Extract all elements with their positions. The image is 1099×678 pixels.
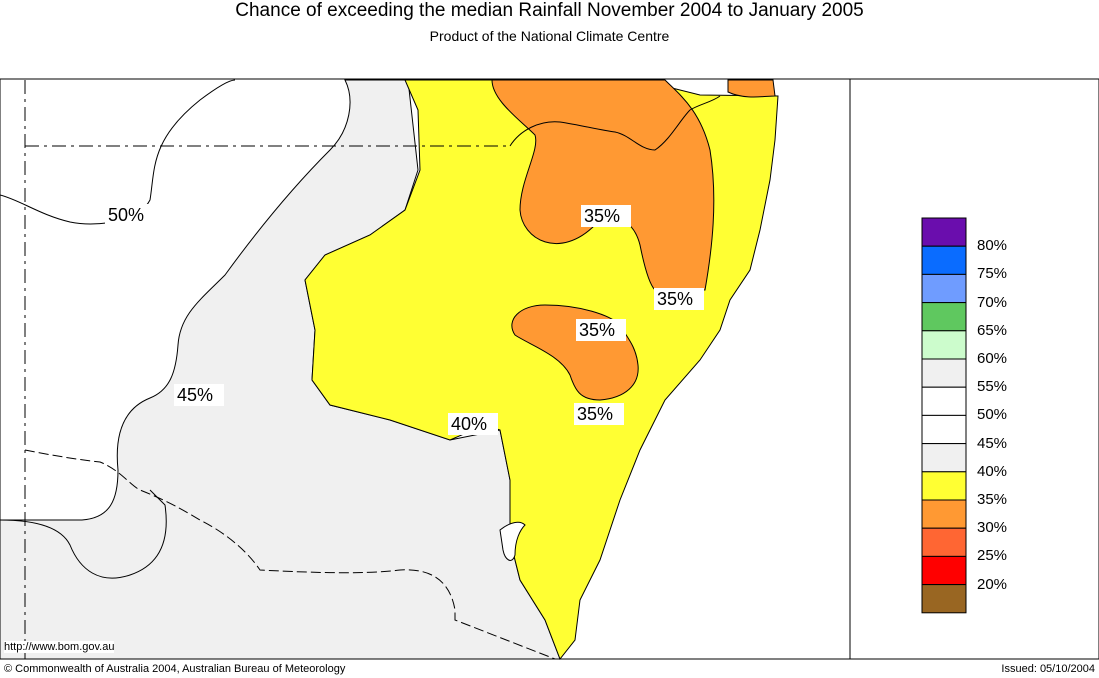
legend-swatch-11 — [921, 527, 967, 557]
legend-label: 60% — [977, 350, 1008, 367]
legend-swatch-6 — [921, 386, 967, 416]
legend-swatch-5 — [921, 358, 967, 388]
legend-label: 70% — [977, 293, 1008, 311]
legend-label: 45% — [977, 434, 1008, 452]
source-url[interactable]: http://www.bom.gov.au — [4, 641, 115, 653]
legend-label: 40% — [977, 462, 1008, 480]
contour-labels: 50% 45% 40% 35% 35% 35% 35% — [105, 204, 704, 435]
contour-label-35-a: 35% — [584, 206, 620, 226]
legend-swatch-8 — [921, 443, 967, 473]
legend-swatch-13 — [921, 584, 967, 614]
legend-swatch-3 — [921, 302, 967, 332]
contour-50-percent — [0, 79, 236, 225]
legend-swatch-0 — [921, 217, 967, 247]
contour-label-45: 45% — [177, 385, 213, 405]
legend-label: 25% — [977, 547, 1008, 565]
border-qld-nsw — [509, 95, 721, 151]
legend-swatch-4 — [921, 330, 967, 360]
legend-swatch-2 — [921, 273, 967, 304]
contour-label-35-c: 35% — [579, 320, 615, 340]
contour-label-35-b: 35% — [657, 289, 693, 309]
region-30-percent-corner — [727, 79, 776, 98]
legend-swatch-1 — [921, 245, 967, 275]
coastal-inlet — [499, 521, 526, 561]
legend-swatch-7 — [921, 414, 967, 445]
page-title: Chance of exceeding the median Rainfall … — [235, 0, 864, 21]
border-south — [24, 449, 556, 660]
copyright-text: © Commonwealth of Australia 2004, Austra… — [4, 663, 346, 675]
legend-label: 80% — [977, 237, 1008, 255]
legend-swatch-10 — [921, 499, 967, 529]
legend-frame — [849, 78, 1099, 660]
contour-label-50: 50% — [108, 205, 144, 225]
contour-50-percent-b — [0, 489, 167, 579]
legend-label: 55% — [977, 378, 1008, 396]
legend-label: 75% — [977, 265, 1008, 283]
contour-label-40: 40% — [451, 414, 487, 434]
legend-label: 35% — [977, 491, 1008, 508]
legend-label: 65% — [977, 321, 1008, 339]
legend-swatch-9 — [921, 471, 967, 501]
issued-date: Issued: 05/10/2004 — [1001, 663, 1095, 675]
legend-swatches — [921, 217, 967, 614]
legend-label: 50% — [977, 406, 1008, 424]
contour-label-35-d: 35% — [577, 404, 613, 424]
legend-swatch-12 — [921, 555, 967, 586]
legend-label: 30% — [977, 519, 1008, 537]
legend-label: 20% — [977, 575, 1008, 593]
page-subtitle: Product of the National Climate Centre — [429, 28, 670, 44]
